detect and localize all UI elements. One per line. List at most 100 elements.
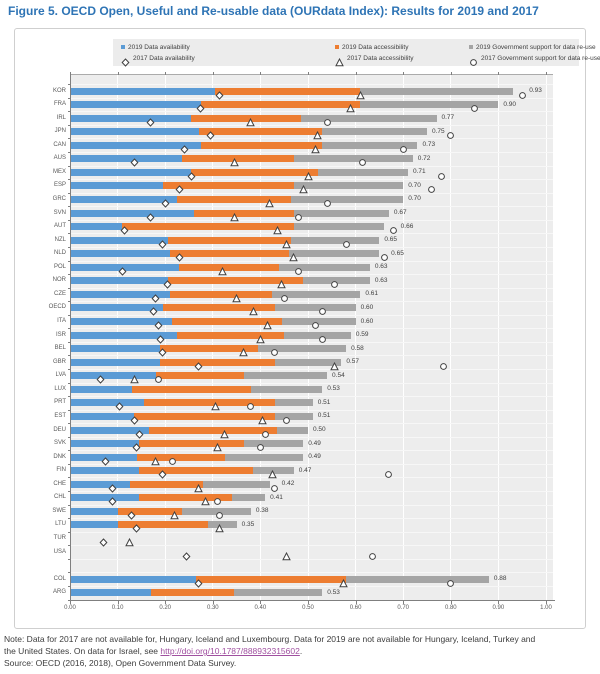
bar-availability-ESP: [70, 182, 163, 190]
marker-diamond-POL: [118, 263, 127, 276]
total-label-BEL: 0.58: [351, 344, 364, 352]
row-label-IRL: IRL: [56, 114, 66, 121]
marker-diamond-DNK: [101, 453, 110, 466]
marker-diamond-GBR: [194, 358, 203, 371]
row-label-CHE: CHE: [53, 480, 66, 487]
marker-diamond-CAN: [180, 141, 189, 154]
row-label-OECD: OECD: [48, 304, 66, 311]
y-tick: [68, 396, 70, 398]
marker-diamond-NZL: [158, 236, 167, 249]
total-label-POL: 0.63: [374, 263, 388, 271]
marker-triangle-SVN: [229, 209, 239, 221]
gridline: [450, 75, 452, 600]
gridline: [545, 75, 547, 600]
y-tick: [68, 491, 70, 493]
marker-circle-OECD: [318, 303, 327, 316]
x-tick-label: 0.30: [206, 605, 219, 611]
chart-legend: 2019 Data availability 2019 Data accessib…: [113, 39, 600, 67]
marker-circle-SVN: [294, 209, 303, 221]
row-label-BEL: BEL: [54, 345, 66, 352]
marker-diamond-SWE: [127, 507, 136, 520]
row-separator: [70, 233, 553, 235]
row-label-USA: USA: [53, 548, 66, 555]
bar-gov-support-SVK: [243, 440, 304, 448]
bar-accessibility-CHL: [139, 494, 232, 502]
marker-circle-PRT: [246, 398, 255, 411]
x-tick: [212, 601, 214, 604]
bar-availability-LVA: [70, 372, 156, 380]
y-tick: [68, 463, 70, 465]
marker-diamond-ITA: [154, 317, 163, 330]
marker-triangle-GBR: [329, 358, 339, 370]
marker-diamond-LVA: [96, 371, 105, 384]
bar-accessibility-MEX: [191, 168, 318, 176]
legend-label: 2017 Data availability: [133, 55, 195, 62]
total-label-AUS: 0.72: [417, 154, 431, 162]
bar-gov-support-KOR: [360, 87, 513, 95]
marker-circle-SWE: [215, 507, 224, 519]
row-separator: [70, 504, 553, 506]
x-tick-top: [70, 72, 71, 75]
row-separator: [70, 450, 553, 452]
bar-gov-support-MEX: [317, 168, 408, 176]
marker-triangle-SWE: [170, 507, 180, 520]
total-label-ESP: 0.70: [408, 181, 421, 189]
legend-swatch-icon: [469, 45, 473, 49]
x-tick: [70, 601, 71, 604]
bar-accessibility-CAN: [200, 141, 323, 149]
marker-triangle-NOR: [277, 276, 287, 289]
bar-availability-IRL: [70, 114, 192, 122]
bar-accessibility-AUT: [122, 223, 294, 231]
bar-gov-support-LTU: [208, 521, 237, 529]
marker-diamond-COL: [194, 575, 203, 588]
row-separator: [70, 111, 553, 113]
y-tick: [68, 341, 70, 343]
row-label-LTU: LTU: [55, 521, 66, 528]
gridline: [497, 75, 499, 600]
diamond-icon: [121, 54, 130, 67]
bar-availability-COL: [70, 575, 197, 583]
total-label-NZL: 0.65: [384, 236, 398, 244]
row-label-NLD: NLD: [53, 250, 66, 257]
y-tick: [68, 382, 70, 384]
row-separator: [70, 287, 553, 289]
x-tick-top: [546, 72, 547, 75]
marker-triangle-USA: [282, 548, 291, 560]
legend-item-2017-1: 2017 Data accessibility: [335, 54, 413, 67]
total-label-COL: 0.88: [493, 575, 507, 583]
bar-accessibility-DEU: [148, 426, 278, 434]
row-separator: [70, 518, 553, 520]
bar-accessibility-POL: [179, 263, 280, 271]
bar-availability-DNK: [70, 453, 137, 461]
total-label-DNK: 0.49: [308, 453, 321, 461]
bar-availability-ITA: [70, 318, 173, 326]
marker-circle-GRC: [323, 195, 332, 207]
marker-diamond-NOR: [163, 276, 172, 290]
x-tick-label: 0.10: [111, 605, 124, 611]
total-label-PRT: 0.51: [317, 398, 331, 406]
marker-circle-BEL: [270, 344, 279, 357]
bar-availability-POL: [70, 263, 180, 271]
bar-gov-support-GRC: [291, 195, 404, 203]
y-tick: [68, 368, 70, 370]
marker-circle-NZL: [342, 236, 351, 248]
marker-triangle-SVK: [213, 439, 222, 452]
doi-link[interactable]: http://doi.org/10.1787/888932315602: [160, 646, 300, 657]
y-tick: [68, 84, 70, 86]
marker-triangle-LTU: [215, 520, 225, 533]
marker-circle-SVK: [256, 439, 265, 451]
y-tick: [68, 179, 70, 181]
row-separator: [70, 463, 553, 465]
marker-circle-COL: [446, 575, 455, 587]
legend-item-2019-0: 2019 Data availability: [121, 42, 190, 52]
x-tick-label: 0.50: [302, 605, 314, 611]
marker-triangle-BEL: [239, 344, 249, 357]
source-line: Source: OECD (2016, 2018), Open Governme…: [4, 658, 237, 669]
total-label-DEU: 0.50: [313, 426, 326, 433]
row-separator: [70, 558, 553, 560]
legend-label: 2019 Data accessibility: [342, 43, 409, 51]
row-separator: [70, 585, 553, 587]
bar-accessibility-NZL: [167, 236, 292, 244]
y-tick: [68, 246, 70, 248]
bar-accessibility-BEL: [160, 345, 259, 353]
